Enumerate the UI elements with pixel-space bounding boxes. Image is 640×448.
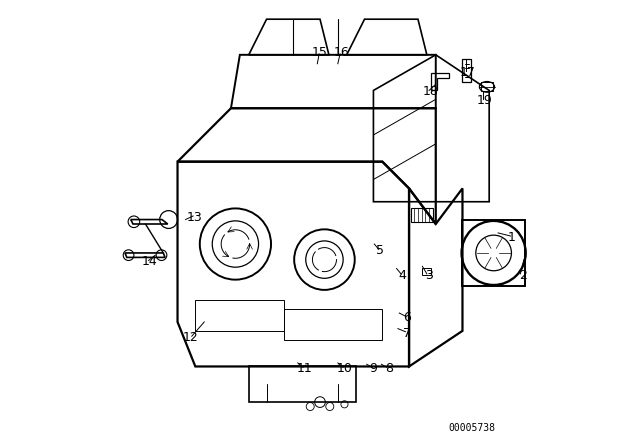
Text: 11: 11 [296, 362, 312, 375]
Text: 12: 12 [183, 331, 199, 344]
Text: 13: 13 [187, 211, 202, 224]
Text: 17: 17 [460, 66, 476, 79]
Text: 15: 15 [312, 46, 328, 59]
Text: 5: 5 [376, 244, 384, 257]
Bar [422, 268, 431, 275]
Text: 16: 16 [333, 46, 349, 59]
Text: 18: 18 [422, 85, 438, 98]
Text: 4: 4 [399, 269, 406, 282]
Text: 8: 8 [385, 362, 393, 375]
Text: 14: 14 [142, 255, 158, 268]
Text: 3: 3 [425, 269, 433, 282]
Text: 2: 2 [518, 269, 527, 282]
Text: 7: 7 [403, 327, 411, 340]
Bar [481, 82, 493, 91]
Text: 6: 6 [403, 311, 411, 324]
Text: 1: 1 [508, 231, 515, 244]
Bar [412, 208, 433, 222]
Text: 10: 10 [337, 362, 353, 375]
Text: 9: 9 [369, 362, 378, 375]
Text: 19: 19 [477, 94, 493, 107]
Text: 00005738: 00005738 [449, 423, 496, 433]
